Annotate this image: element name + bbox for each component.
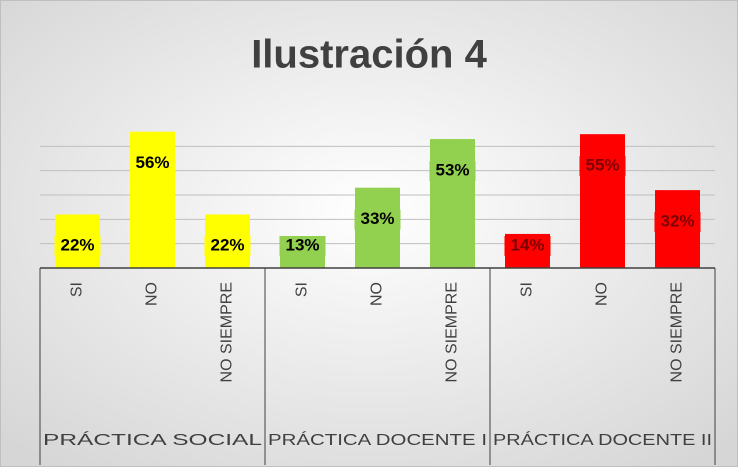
data-label-bg: [354, 209, 401, 230]
data-label-bg: [129, 153, 176, 174]
chart-title: Ilustración 4: [251, 33, 487, 77]
data-label: 56%: [135, 153, 169, 172]
data-label: 33%: [360, 209, 394, 228]
group-label: PRÁCTICA DOCENTE I: [268, 430, 487, 449]
x-tick-label: NO: [369, 282, 386, 306]
x-tick-label: NO: [144, 282, 161, 306]
data-label-bg: [204, 236, 251, 256]
data-label: 13%: [285, 235, 319, 254]
group-label: PRÁCTICA DOCENTE II: [493, 430, 712, 449]
x-tick-label: SI: [69, 282, 86, 297]
data-label-bg: [54, 236, 101, 256]
data-label-bg: [429, 161, 476, 182]
data-label-bg: [579, 156, 626, 177]
group-label: PRÁCTICA SOCIAL: [43, 430, 262, 449]
data-label-bg: [279, 236, 326, 256]
data-label-bg: [504, 236, 551, 256]
bar: [430, 139, 475, 268]
bar: [580, 134, 625, 268]
data-label: 14%: [510, 235, 544, 254]
x-tick-label: SI: [294, 282, 311, 297]
x-tick-label: NO SIEMPRE: [219, 282, 236, 382]
data-label: 32%: [660, 212, 694, 231]
x-tick-label: NO: [594, 282, 611, 306]
data-label: 55%: [585, 156, 619, 175]
data-label: 22%: [210, 235, 244, 254]
data-label: 53%: [435, 161, 469, 180]
x-tick-label: SI: [519, 282, 536, 297]
x-tick-label: NO SIEMPRE: [669, 282, 686, 382]
data-label-bg: [654, 212, 701, 233]
x-tick-label: NO SIEMPRE: [444, 282, 461, 382]
data-label: 22%: [60, 235, 94, 254]
bar: [130, 131, 175, 268]
